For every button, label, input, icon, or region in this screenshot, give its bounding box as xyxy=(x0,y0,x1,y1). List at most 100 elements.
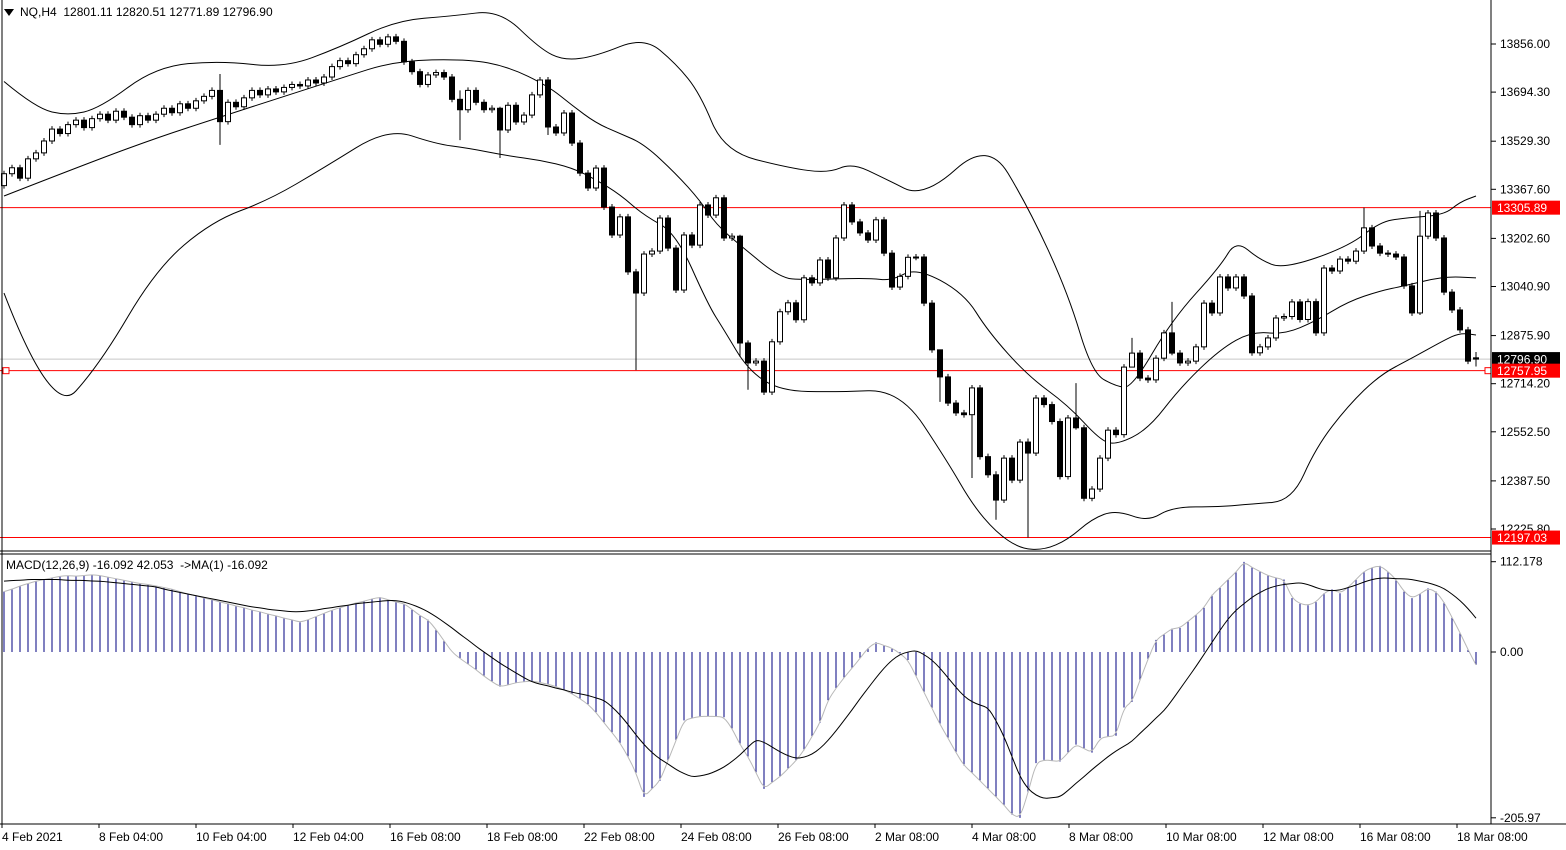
candle-body xyxy=(657,217,663,252)
candle-body xyxy=(849,204,855,223)
candle-body xyxy=(929,302,935,351)
candle-body xyxy=(1161,332,1167,359)
candle-body xyxy=(1201,302,1207,348)
candle-body xyxy=(377,39,383,45)
candle-body xyxy=(129,116,135,126)
macd-pane[interactable] xyxy=(3,561,1477,818)
candle-body xyxy=(369,39,375,50)
candle-body xyxy=(289,83,295,88)
candle-body xyxy=(577,142,583,174)
candle-body xyxy=(1121,366,1127,436)
candle-body xyxy=(1025,441,1031,454)
candle-body xyxy=(465,89,471,111)
candle-body xyxy=(569,112,575,144)
candle-body xyxy=(873,219,879,241)
candle-body xyxy=(921,256,927,304)
price-axis-label: 12387.50 xyxy=(1500,474,1550,488)
candle-body xyxy=(1105,429,1111,459)
price-axis-label: 13040.90 xyxy=(1500,279,1550,293)
candle-body xyxy=(1033,397,1039,454)
candle-body xyxy=(905,256,911,277)
price-pane[interactable] xyxy=(0,12,1491,550)
hline-endpoint-marker[interactable] xyxy=(2,367,10,375)
time-axis-label: 2 Mar 08:00 xyxy=(875,830,939,844)
candle-body xyxy=(553,126,559,134)
chevron-down-icon[interactable] xyxy=(4,9,14,17)
candle-body xyxy=(449,76,455,100)
candle-body xyxy=(1057,421,1063,478)
candle-body xyxy=(1073,417,1079,429)
candle-body xyxy=(937,349,943,378)
candle-body xyxy=(273,88,279,93)
price-level-badge xyxy=(1492,530,1560,545)
candle-body xyxy=(217,89,223,123)
price-axis-label: 12714.20 xyxy=(1500,377,1550,391)
candle-body xyxy=(417,71,423,85)
price-level-badge xyxy=(1492,352,1560,367)
candle-body xyxy=(1081,427,1087,499)
time-axis-label: 10 Mar 08:00 xyxy=(1166,830,1237,844)
time-axis-label: 22 Feb 08:00 xyxy=(584,830,655,844)
candle-body xyxy=(985,456,991,476)
candle-body xyxy=(409,61,415,73)
macd-signal-line xyxy=(3,577,1477,799)
symbol-ohlc-text: NQ,H4 12801.11 12820.51 12771.89 12796.9… xyxy=(20,5,273,19)
candle-body xyxy=(521,114,527,123)
time-axis-label: 16 Feb 08:00 xyxy=(390,830,461,844)
candle-body xyxy=(1281,316,1287,319)
candle-body xyxy=(889,252,895,288)
candle-body xyxy=(1313,301,1319,334)
candle-body xyxy=(297,83,303,87)
candle-body xyxy=(1177,352,1183,364)
candle-body xyxy=(785,302,791,313)
time-axis-label: 10 Feb 04:00 xyxy=(196,830,267,844)
candle-body xyxy=(1265,337,1271,348)
candle-body xyxy=(33,152,39,160)
candle-body xyxy=(641,253,647,294)
candle-body xyxy=(1097,457,1103,490)
candle-body xyxy=(505,104,511,131)
candle-body xyxy=(497,107,503,131)
candle-body xyxy=(481,101,487,111)
candle-body xyxy=(689,234,695,246)
price-axis-label: 13694.30 xyxy=(1500,85,1550,99)
candle-body xyxy=(1233,276,1239,289)
candle-body xyxy=(881,219,887,254)
candle-body xyxy=(665,217,671,249)
candle-body xyxy=(49,128,55,142)
time-axis-label: 8 Mar 08:00 xyxy=(1069,830,1133,844)
candle-body xyxy=(121,110,127,118)
candle-body xyxy=(185,103,191,109)
candle-body xyxy=(1409,285,1415,314)
candle-body xyxy=(601,167,607,208)
macd-axis-label: 112.178 xyxy=(1500,555,1543,569)
candle-body xyxy=(1401,256,1407,287)
hline-endpoint-marker[interactable] xyxy=(1484,367,1491,375)
candle-body xyxy=(777,311,783,343)
candle-body xyxy=(593,167,599,189)
candle-body xyxy=(1321,267,1327,334)
candle-body xyxy=(1249,295,1255,354)
candle-body xyxy=(17,167,23,179)
candle-body xyxy=(473,89,479,103)
candle-body xyxy=(305,79,311,87)
candle-body xyxy=(585,172,591,189)
candle-body xyxy=(1465,329,1471,362)
price-axis-label: 13202.60 xyxy=(1500,231,1550,245)
candle-body xyxy=(1345,258,1351,262)
candle-body xyxy=(945,376,951,404)
candle-body xyxy=(9,167,15,175)
candle-body xyxy=(1225,276,1231,289)
price-level-badge-text: 12796.90 xyxy=(1497,353,1547,367)
candle-body xyxy=(1041,397,1047,406)
candle-body xyxy=(817,259,823,284)
candle-body xyxy=(697,204,703,246)
price-level-badge-text: 12197.03 xyxy=(1497,531,1547,545)
candle-body xyxy=(745,342,751,364)
candle-body xyxy=(761,360,767,393)
candle-body xyxy=(969,387,975,416)
time-axis-label: 18 Feb 08:00 xyxy=(487,830,558,844)
candle-body xyxy=(825,259,831,279)
candle-body xyxy=(1257,346,1263,354)
